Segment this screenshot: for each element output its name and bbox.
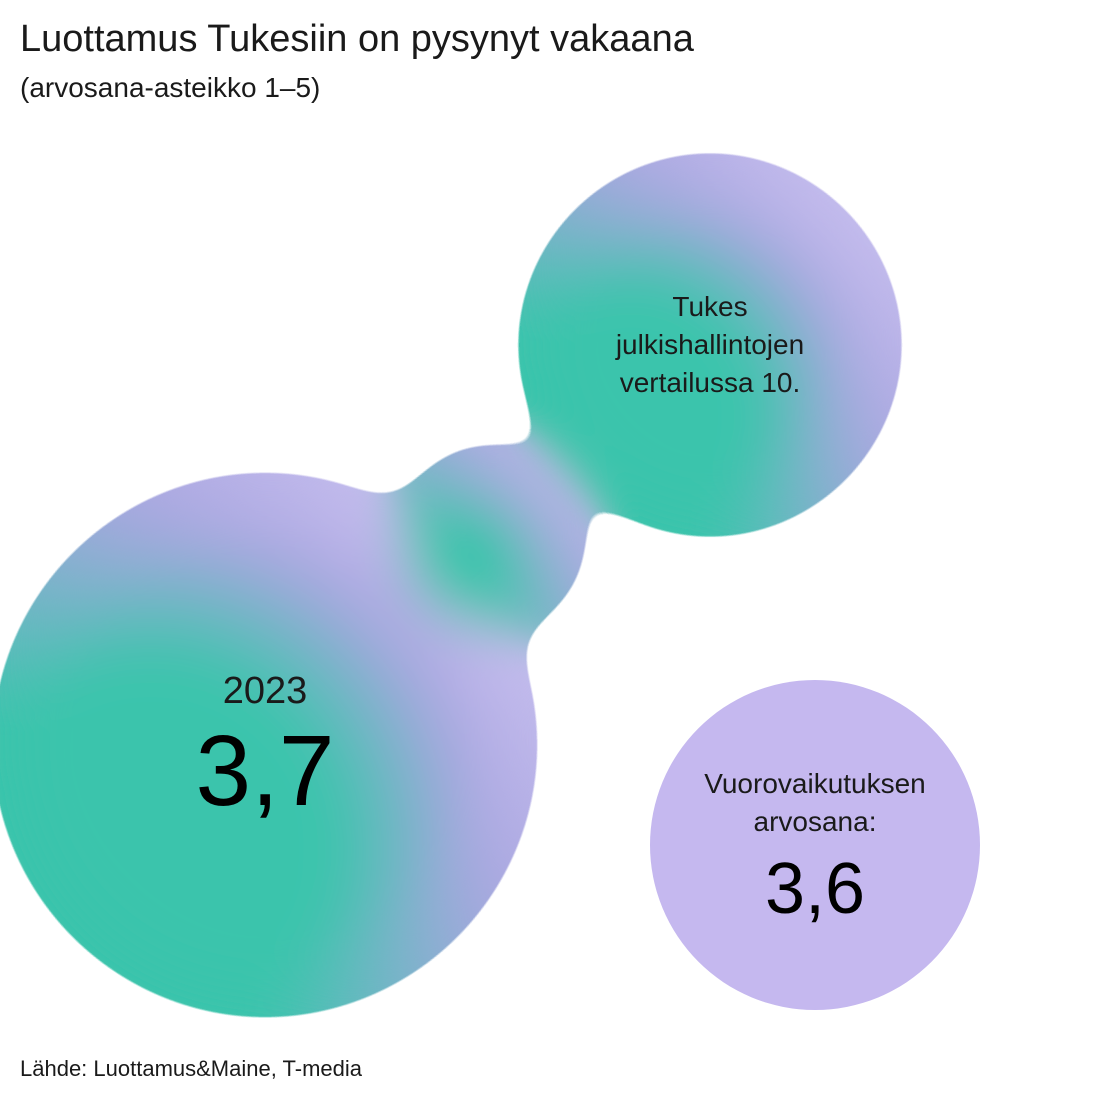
top-bubble: Tukes julkishallintojen vertailussa 10.	[530, 165, 890, 525]
right-bubble-value: 3,6	[765, 853, 865, 925]
right-bubble-label: Vuorovaikutuksen arvosana:	[650, 765, 980, 841]
top-bubble-line2: julkishallintojen	[616, 329, 804, 360]
top-bubble-line3: vertailussa 10.	[620, 367, 801, 398]
top-bubble-text: Tukes julkishallintojen vertailussa 10.	[586, 288, 834, 401]
main-bubble: 2023 3,7	[5, 485, 525, 1005]
main-bubble-value: 3,7	[195, 721, 334, 821]
right-bubble: Vuorovaikutuksen arvosana: 3,6	[650, 680, 980, 1010]
source-text: Lähde: Luottamus&Maine, T-media	[20, 1056, 362, 1082]
top-bubble-line1: Tukes	[672, 291, 747, 322]
main-bubble-year: 2023	[223, 670, 308, 713]
